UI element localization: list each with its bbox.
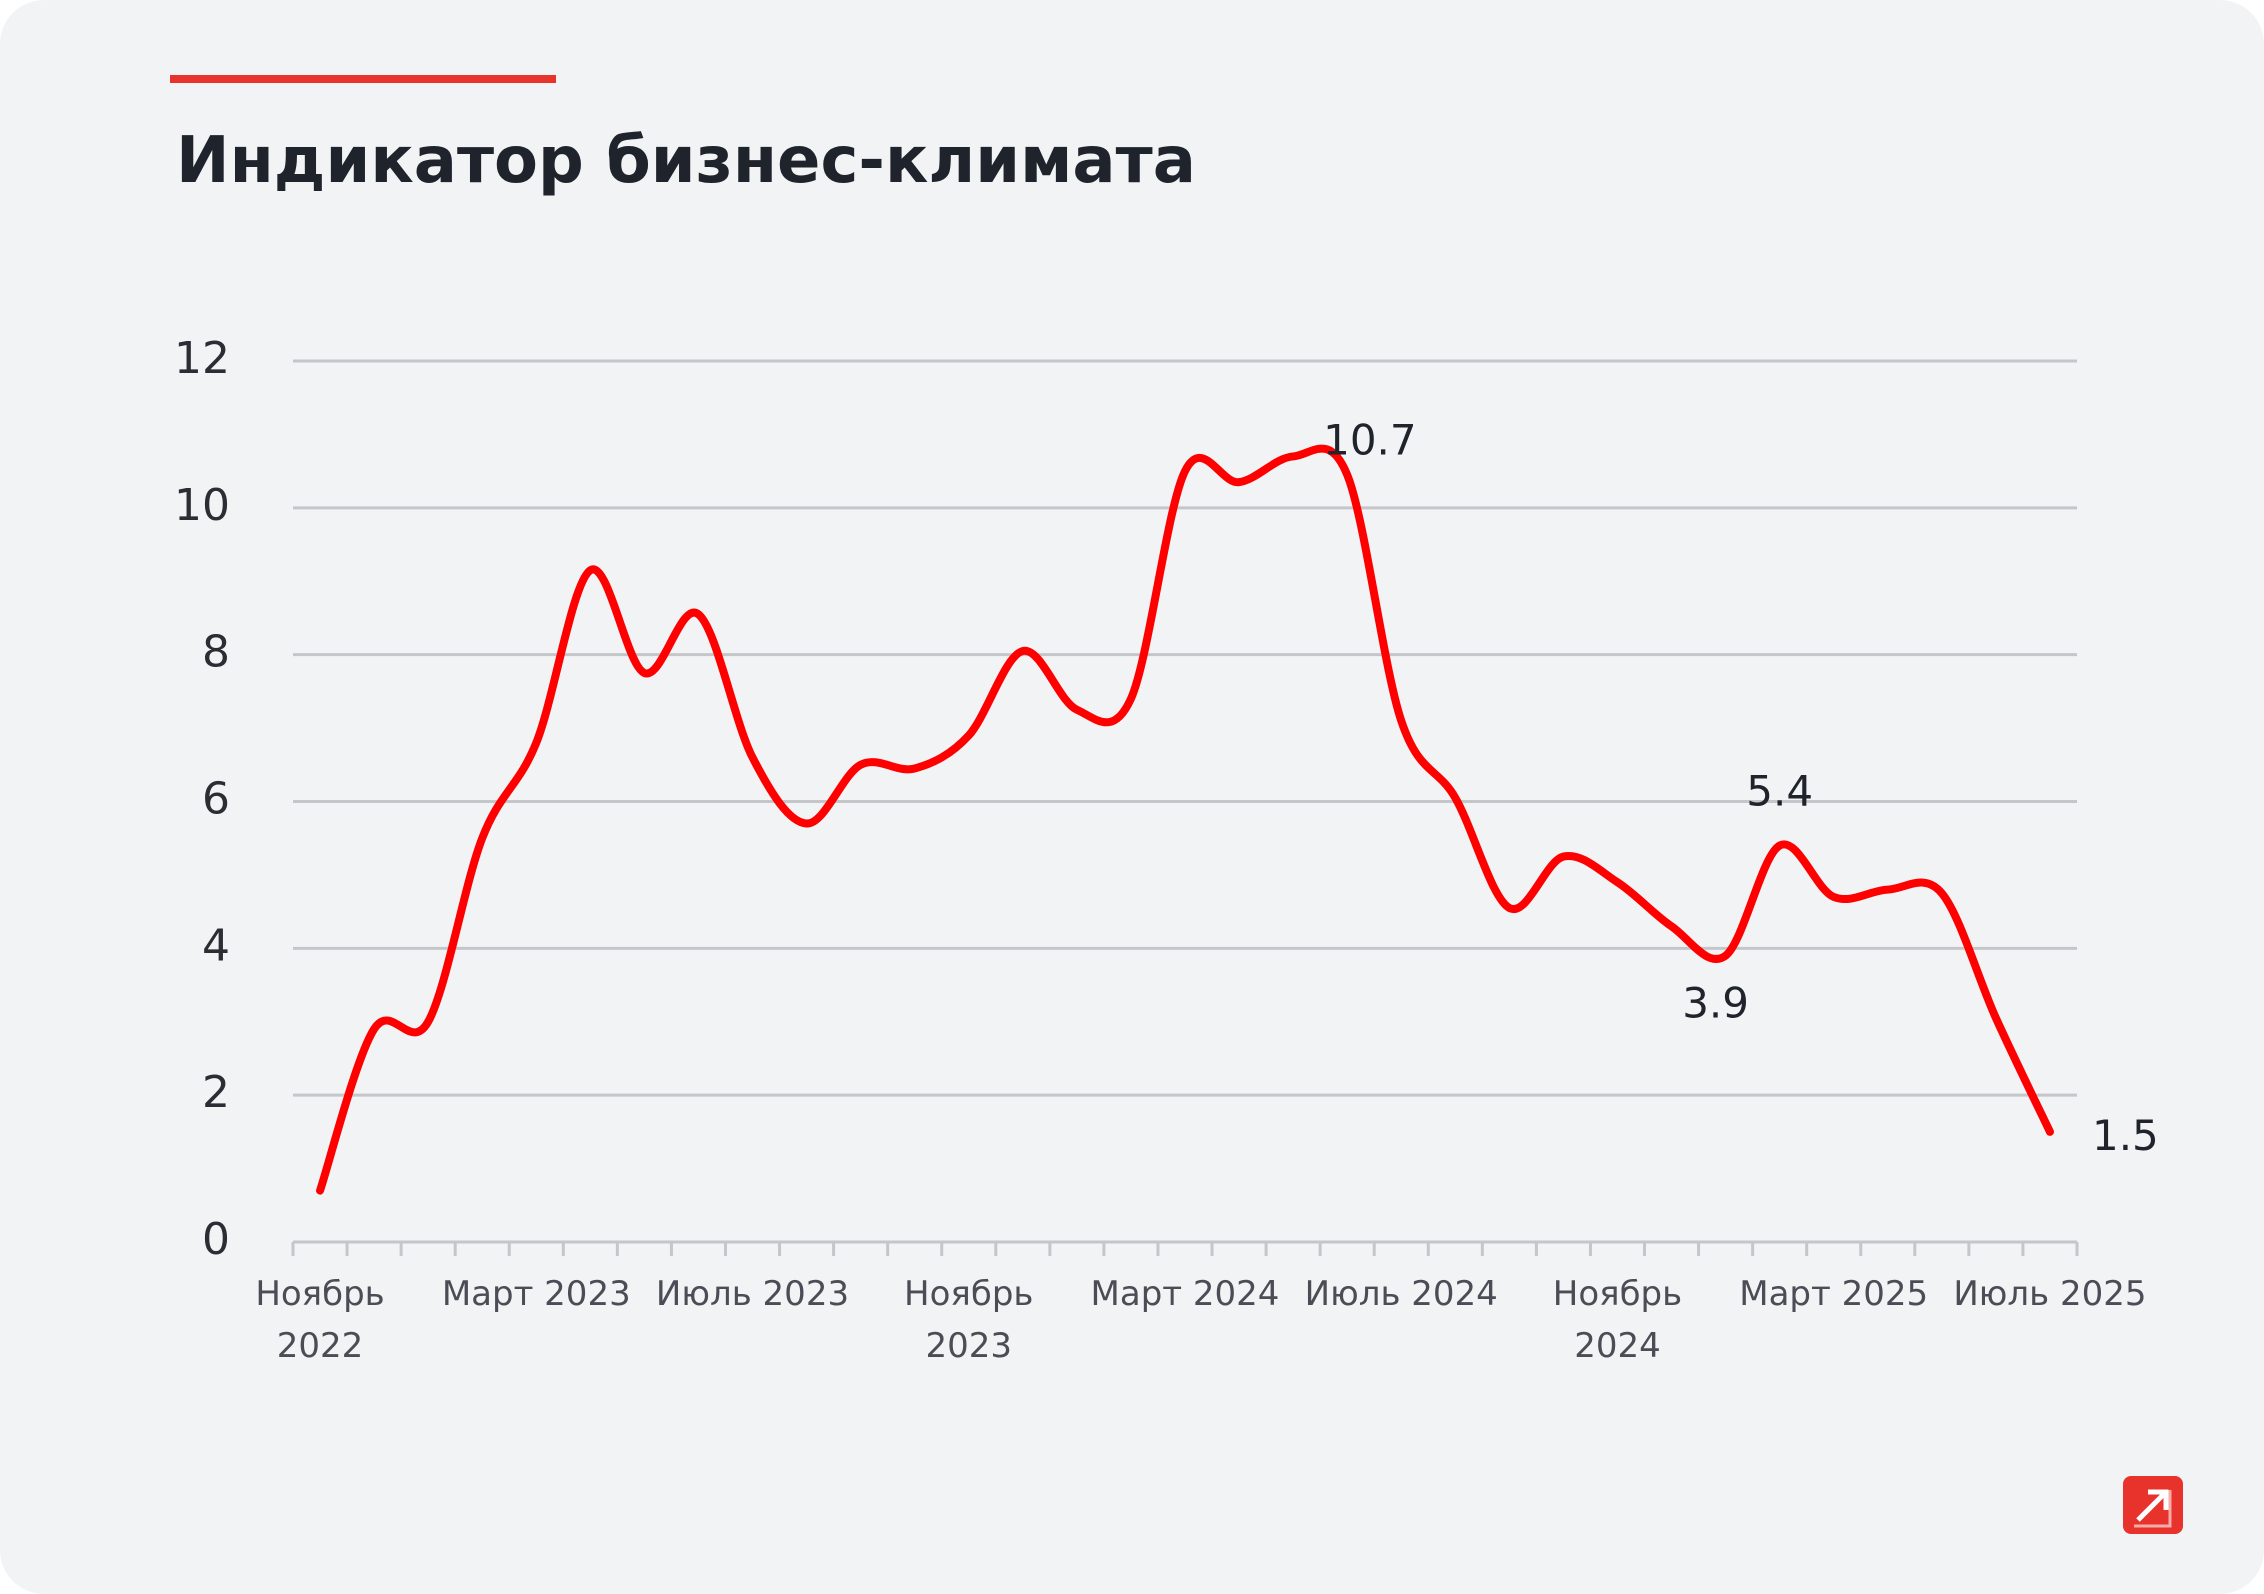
x-tick-label-line: Март 2024 [1091,1274,1280,1314]
data-label: 1.5 [2092,1111,2159,1160]
x-tick-label-line: Июль 2023 [656,1274,849,1314]
x-tick-label-line: Июль 2025 [1953,1274,2146,1314]
y-tick-label: 8 [202,627,230,678]
line [316,444,2054,1195]
x-tick-label-line: Ноябрь [904,1274,1033,1314]
y-tick-label: 10 [174,480,230,531]
accent-bar [170,75,556,83]
x-tick-label-line: 2024 [1574,1326,1661,1366]
x-tick-label: Июль 2023 [656,1274,849,1314]
y-tick-label: 4 [202,920,230,971]
y-tick-label: 12 [174,333,230,384]
x-tick-label-line: Ноябрь [1553,1274,1682,1314]
x-tick-label-line: Март 2023 [442,1274,631,1314]
x-tick-label: Ноябрь 2024 [1553,1274,1682,1366]
x-tick-label: Ноябрь 2022 [255,1274,384,1366]
x-tick-label-line: Июль 2024 [1305,1274,1498,1314]
x-tick-label-line: 2023 [925,1326,1012,1366]
x-tick-label: Ноябрь 2023 [904,1274,1033,1366]
data-label: 10.7 [1323,415,1417,464]
data-label: 5.4 [1746,767,1813,816]
x-tick-label: Июль 2025 [1953,1274,2146,1314]
x-tick-label: Март 2025 [1739,1274,1928,1314]
x-tick-label: Март 2023 [442,1274,631,1314]
data-label: 3.9 [1682,979,1749,1028]
x-tick-label: Июль 2024 [1305,1274,1498,1314]
y-tick-label: 2 [202,1067,230,1118]
x-tick-label-line: 2022 [277,1326,364,1366]
x-tick-label-line: Ноябрь [255,1274,384,1314]
x-tick-label: Март 2024 [1091,1274,1280,1314]
logo [2123,1476,2183,1534]
chart-title: Индикатор бизнес-климата [176,124,1196,198]
x-tick-label-line: Март 2025 [1739,1274,1928,1314]
y-tick-label: 0 [202,1214,230,1265]
y-tick-label: 6 [202,774,230,825]
